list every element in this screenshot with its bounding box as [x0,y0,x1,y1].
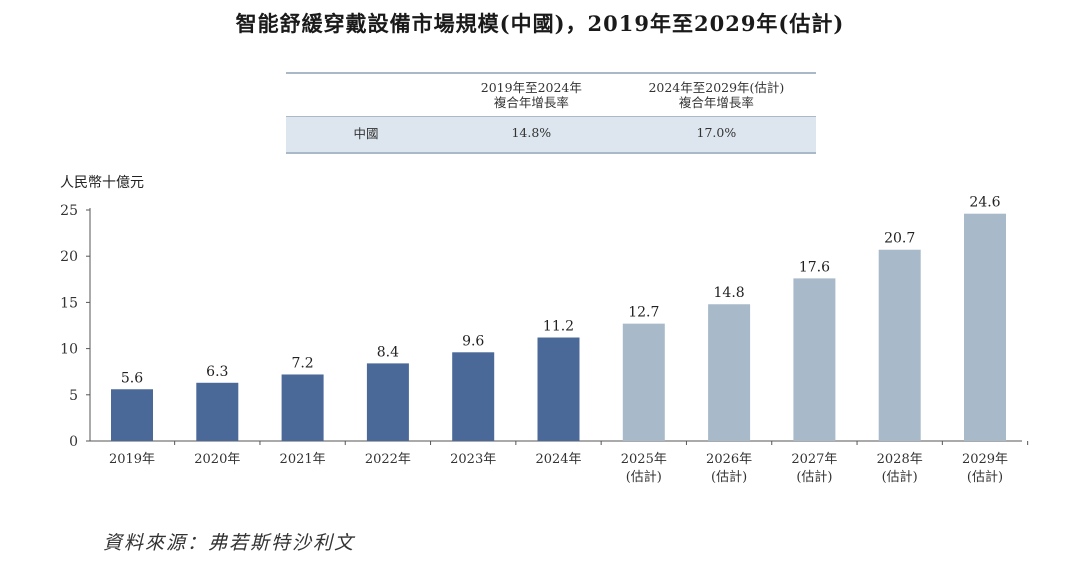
data-label: 8.4 [377,344,399,360]
x-tick-label: (估計) [626,469,662,485]
bar [964,213,1006,441]
data-label: 9.6 [462,333,484,349]
bar [281,374,324,441]
x-tick-label: (估計) [796,469,832,485]
data-label: 14.8 [714,285,745,301]
y-tick-label: 10 [60,342,78,358]
cagr-row-label: 中國 [353,126,379,141]
source-note: 資料來源：弗若斯特沙利文 [103,532,356,554]
x-tick-label: 2029年 [962,452,1008,467]
bar [196,382,239,441]
bar [111,389,153,441]
cagr-table-row-china: 中國 14.8% 17.0% [286,116,816,153]
data-label: 17.6 [799,259,830,275]
x-tick-label: 2020年 [194,452,240,467]
bar [878,249,921,441]
x-tick-label: 2025年 [621,452,667,467]
data-label: 11.2 [543,319,574,335]
cagr-header-1-line-2: 複合年增長率 [493,95,569,110]
cagr-row-value-2019-2024: 14.8% [511,125,552,140]
bar [622,323,665,441]
x-tick-label: (估計) [967,469,1003,485]
x-tick-label: (估計) [711,469,747,485]
x-tick-label: 2026年 [706,452,752,467]
y-tick-label: 5 [69,388,78,404]
cagr-header-1-line-1: 2019年至2024年 [480,80,582,95]
data-label: 7.2 [291,355,313,371]
data-label: 20.7 [884,231,915,247]
x-tick-label: 2021年 [280,452,326,467]
y-axis-label: 人民幣十億元 [60,175,144,191]
bar [708,304,751,441]
bar [793,278,836,441]
x-tick-label: 2019年 [109,452,155,467]
data-label: 24.6 [969,195,1000,211]
bar [366,363,409,441]
data-label: 6.3 [206,364,228,380]
cagr-header-2-line-2: 複合年增長率 [678,95,754,110]
x-tick-label: 2027年 [791,452,837,467]
cagr-table-header-row: 2019年至2024年 複合年增長率 2024年至2029年(估計) 複合年增長… [286,73,816,117]
x-tick-label: 2024年 [535,452,581,467]
data-label: 5.6 [121,370,143,386]
x-tick-label: 2028年 [877,452,923,467]
y-tick-label: 0 [69,434,78,450]
y-tick-label: 15 [60,295,78,311]
data-label: 12.7 [628,305,659,321]
x-tick-label: 2023年 [450,452,496,467]
bar [537,337,580,441]
x-tick-label: 2022年 [365,452,411,467]
chart-title: 智能舒緩穿戴設備市場規模(中國)，2019年至2029年(估計) [235,11,845,36]
y-tick-label: 20 [60,249,78,265]
x-tick-label: (估計) [882,469,918,485]
bar [452,352,495,441]
cagr-table-header-2019-2024: 2019年至2024年 複合年增長率 [446,73,617,117]
cagr-table-header-2024-2029: 2024年至2029年(估計) 複合年增長率 [617,73,816,117]
cagr-header-2-line-1: 2024年至2029年(估計) [648,80,785,95]
cagr-row-value-2024-2029: 17.0% [696,125,737,140]
y-tick-label: 25 [60,203,78,219]
cagr-table: 2019年至2024年 複合年增長率 2024年至2029年(估計) 複合年增長… [286,72,816,154]
